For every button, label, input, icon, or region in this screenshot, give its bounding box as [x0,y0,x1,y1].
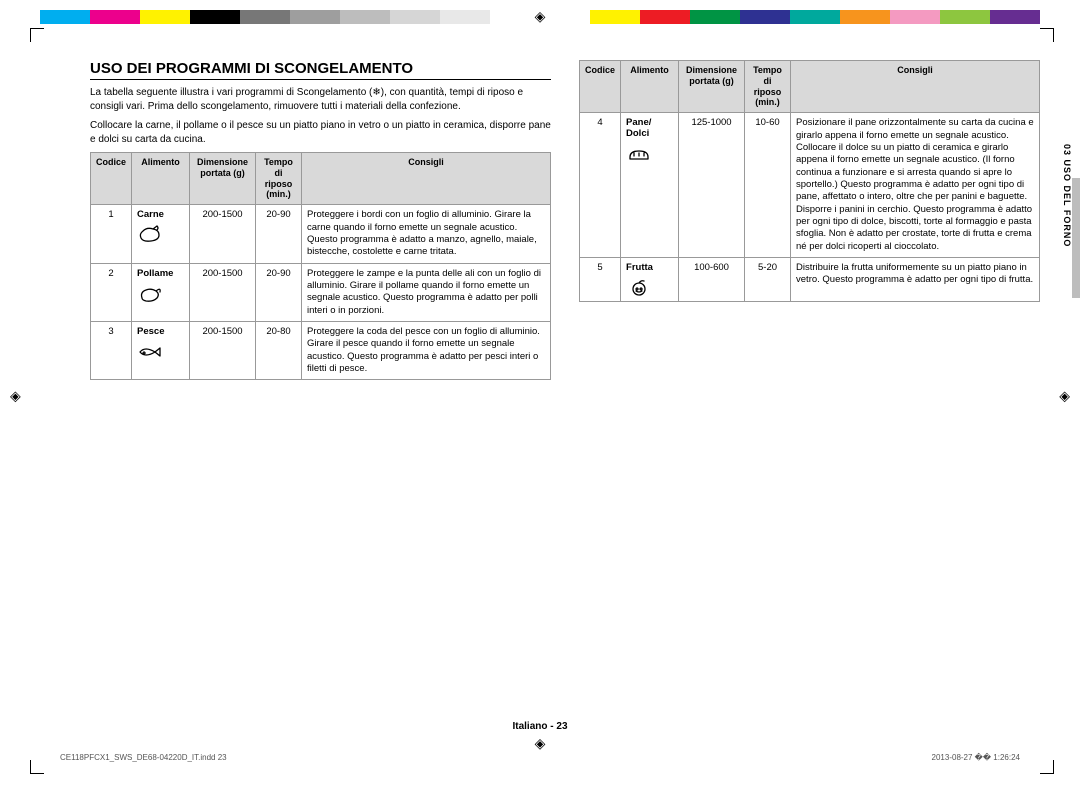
cell-alimento: Frutta [621,257,679,301]
table-row: 1Carne200-150020-90Proteggere i bordi co… [91,205,551,263]
cell-consigli: Proteggere i bordi con un foglio di allu… [302,205,551,263]
cell-consigli: Proteggere le zampe e la punta delle ali… [302,263,551,321]
page-footer: Italiano - 23 [0,721,1080,732]
cell-consigli: Proteggere la coda del pesce con un fogl… [302,321,551,379]
crop-mark [30,28,44,42]
cell-alimento: Pesce [132,321,190,379]
crop-mark [30,760,44,774]
section-heading: USO DEI PROGRAMMI DI SCONGELAMENTO [90,60,551,80]
cell-tempo: 20-90 [256,263,302,321]
registration-mark-right: ◈ [1059,388,1070,405]
cell-alimento: Pollame [132,263,190,321]
cell-tempo: 5-20 [745,257,791,301]
food-icon [137,341,163,361]
cell-alimento: Pane/ Dolci [621,113,679,258]
cell-consigli: Posizionare il pane orizzontalmente su c… [791,113,1040,258]
two-column-layout: USO DEI PROGRAMMI DI SCONGELAMENTO La ta… [90,60,1040,722]
cell-codice: 5 [580,257,621,301]
th-dimensione: Dimensione portata (g) [679,61,745,113]
cell-dimensione: 200-1500 [190,263,256,321]
cell-dimensione: 125-1000 [679,113,745,258]
crop-mark [1040,28,1054,42]
registration-mark-left: ◈ [10,388,21,405]
cell-codice: 4 [580,113,621,258]
th-consigli: Consigli [791,61,1040,113]
cell-consigli: Distribuire la frutta uniformemente su u… [791,257,1040,301]
registration-mark-bottom: ◈ [535,735,546,752]
cell-tempo: 10-60 [745,113,791,258]
registration-mark-top: ◈ [535,8,546,25]
cell-dimensione: 200-1500 [190,205,256,263]
defrost-table-left: Codice Alimento Dimensione portata (g) T… [90,152,551,380]
defrost-table-right: Codice Alimento Dimensione portata (g) T… [579,60,1040,302]
table-row: 2Pollame200-150020-90Proteggere le zampe… [91,263,551,321]
food-icon [626,277,652,297]
food-icon [137,224,163,244]
cell-tempo: 20-90 [256,205,302,263]
cell-dimensione: 100-600 [679,257,745,301]
slug-file: CE118PFCX1_SWS_DE68-04220D_IT.indd 23 [60,753,227,762]
left-column: USO DEI PROGRAMMI DI SCONGELAMENTO La ta… [90,60,551,722]
cell-alimento: Carne [132,205,190,263]
page-content: USO DEI PROGRAMMI DI SCONGELAMENTO La ta… [90,60,1040,722]
table-row: 4Pane/ Dolci125-100010-60Posizionare il … [580,113,1040,258]
food-icon [626,143,652,163]
th-tempo: Tempo di riposo (min.) [256,153,302,205]
print-slug: CE118PFCX1_SWS_DE68-04220D_IT.indd 23 20… [60,753,1020,762]
food-icon [137,283,163,303]
slug-date: 2013-08-27 �� 1:26:24 [932,753,1020,762]
cell-dimensione: 200-1500 [190,321,256,379]
intro-paragraph: La tabella seguente illustra i vari prog… [90,86,551,113]
cell-tempo: 20-80 [256,321,302,379]
th-dimensione: Dimensione portata (g) [190,153,256,205]
table-row: 5Frutta100-6005-20Distribuire la frutta … [580,257,1040,301]
th-consigli: Consigli [302,153,551,205]
right-column: Codice Alimento Dimensione portata (g) T… [579,60,1040,722]
intro-paragraph: Collocare la carne, il pollame o il pesc… [90,119,551,146]
th-tempo: Tempo di riposo (min.) [745,61,791,113]
section-tab: 03 USO DEL FORNO [1058,140,1076,280]
section-tab-label: 03 USO DEL FORNO [1062,140,1072,247]
cell-codice: 1 [91,205,132,263]
table-row: 3Pesce200-150020-80Proteggere la coda de… [91,321,551,379]
crop-mark [1040,760,1054,774]
cell-codice: 3 [91,321,132,379]
th-alimento: Alimento [621,61,679,113]
th-alimento: Alimento [132,153,190,205]
cell-codice: 2 [91,263,132,321]
th-codice: Codice [91,153,132,205]
th-codice: Codice [580,61,621,113]
